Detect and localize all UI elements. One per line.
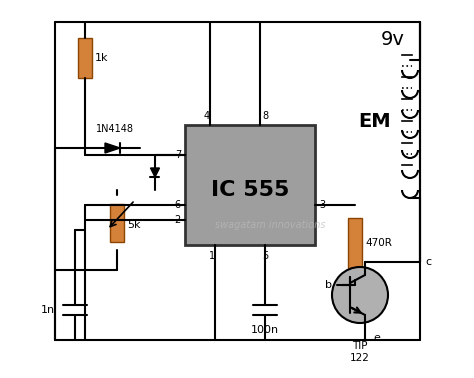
Text: b: b [325,280,332,290]
Text: 6: 6 [175,200,181,210]
Text: 470R: 470R [365,237,392,248]
FancyBboxPatch shape [78,38,92,78]
Polygon shape [105,143,120,153]
FancyBboxPatch shape [185,125,315,245]
Text: 1N4148: 1N4148 [96,124,134,134]
Text: c: c [425,257,431,267]
Text: 100n: 100n [251,325,279,335]
Text: e: e [373,333,380,343]
Text: 1n: 1n [41,305,55,315]
Text: 2: 2 [175,215,181,225]
Polygon shape [151,168,159,177]
Text: 4: 4 [204,111,210,121]
Text: swagatam innovations: swagatam innovations [215,220,325,230]
Text: TIP
122: TIP 122 [350,341,370,363]
Text: 9v: 9v [381,30,405,49]
Text: EM: EM [359,112,392,131]
Text: 1k: 1k [95,53,109,63]
Circle shape [332,267,388,323]
Text: 1: 1 [209,251,215,261]
Text: IC 555: IC 555 [211,180,289,200]
FancyBboxPatch shape [110,203,124,242]
Text: 3: 3 [319,200,325,210]
Text: 5: 5 [262,251,268,261]
Text: 5k: 5k [127,220,140,230]
FancyBboxPatch shape [348,217,362,268]
Text: 8: 8 [262,111,268,121]
Text: 7: 7 [175,150,181,160]
